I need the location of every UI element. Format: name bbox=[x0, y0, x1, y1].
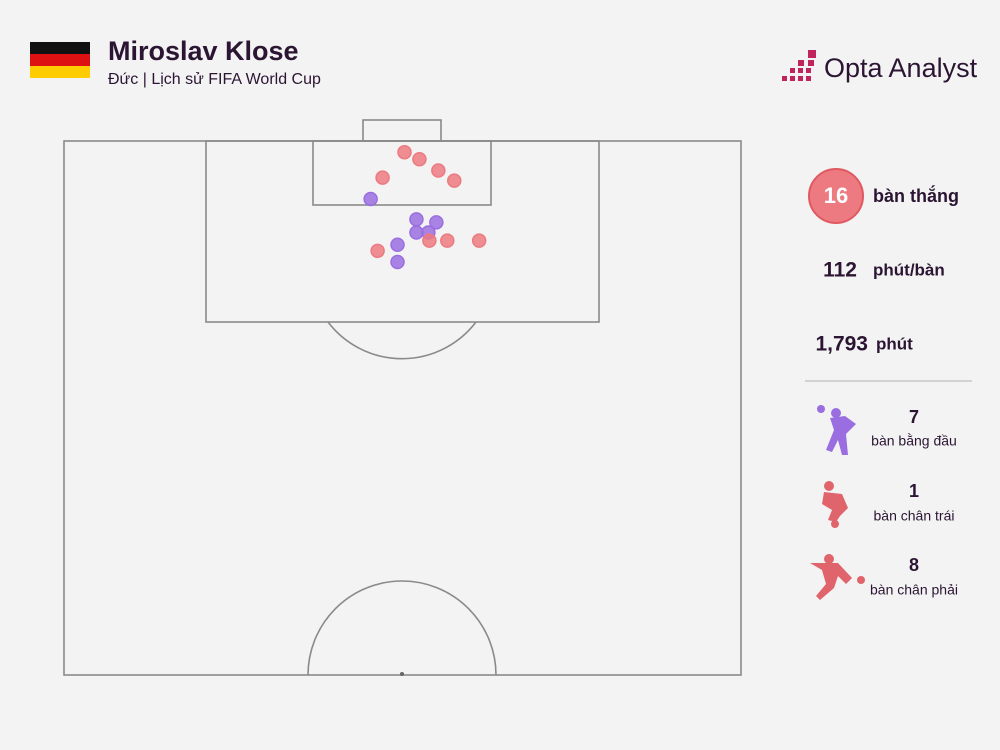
stat-label: bàn thắng bbox=[873, 185, 959, 206]
brand: Opta Analyst bbox=[824, 53, 978, 83]
shots bbox=[363, 144, 487, 270]
flag bbox=[30, 66, 90, 78]
shot bbox=[471, 233, 487, 248]
center-spot bbox=[400, 672, 404, 676]
stat-value: 112 bbox=[823, 259, 857, 282]
stat-label: phút bbox=[876, 334, 913, 353]
legend-count: 8 bbox=[909, 555, 919, 575]
logo-mark bbox=[782, 50, 816, 81]
shot bbox=[422, 233, 437, 248]
shot bbox=[440, 233, 455, 248]
stat-value: 1,793 bbox=[815, 333, 868, 356]
title: Miroslav Klose bbox=[108, 36, 299, 66]
shot bbox=[375, 170, 390, 185]
left-foot-icon bbox=[822, 481, 848, 528]
header-icon bbox=[817, 405, 856, 455]
shot bbox=[390, 237, 405, 252]
shot bbox=[412, 152, 427, 167]
legend-count: 7 bbox=[909, 407, 919, 427]
shot bbox=[429, 215, 444, 230]
legend-label: bàn bằng đầu bbox=[871, 433, 957, 449]
stat-label: phút/bàn bbox=[873, 260, 945, 279]
right-foot-icon bbox=[810, 554, 865, 600]
stat-value: 16 bbox=[824, 183, 848, 208]
flag bbox=[30, 42, 90, 54]
legend-count: 1 bbox=[909, 481, 919, 501]
legend-label: bàn chân trái bbox=[874, 508, 955, 524]
shot bbox=[431, 163, 446, 178]
shot bbox=[409, 212, 424, 227]
flag bbox=[30, 54, 90, 66]
shot bbox=[409, 225, 424, 240]
legend-label: bàn chân phải bbox=[870, 582, 958, 598]
shot bbox=[397, 144, 412, 160]
pitch bbox=[63, 119, 742, 676]
shot bbox=[363, 191, 378, 207]
shot bbox=[370, 243, 385, 259]
subtitle: Đức | Lịch sử FIFA World Cup bbox=[108, 71, 321, 88]
goals-badge bbox=[808, 168, 864, 224]
shot bbox=[390, 254, 405, 270]
shot bbox=[447, 173, 462, 188]
